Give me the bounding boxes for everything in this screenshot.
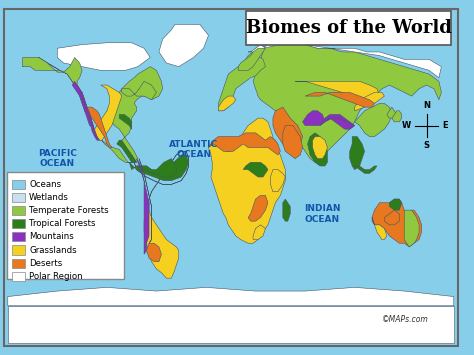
Polygon shape [273,107,302,151]
Polygon shape [57,43,150,70]
FancyBboxPatch shape [246,11,451,45]
Polygon shape [248,45,265,52]
Polygon shape [271,170,285,192]
Polygon shape [219,96,236,111]
Text: Grasslands: Grasslands [29,246,77,255]
Text: INDIAN
OCEAN: INDIAN OCEAN [304,204,341,224]
Polygon shape [72,81,92,126]
Polygon shape [253,45,441,162]
Polygon shape [355,92,384,111]
Polygon shape [117,140,137,162]
Polygon shape [23,58,163,162]
Bar [12,245,25,255]
Polygon shape [355,103,392,137]
Polygon shape [263,45,441,78]
Text: S: S [424,141,429,150]
Polygon shape [355,166,377,173]
Text: Temperate Forests: Temperate Forests [29,206,109,215]
Bar [12,232,25,241]
Text: ATLANTIC
OCEAN: ATLANTIC OCEAN [169,140,218,159]
Polygon shape [283,199,290,221]
Text: Biomes of the World: Biomes of the World [246,19,452,37]
Polygon shape [137,159,149,254]
Polygon shape [84,107,112,148]
Bar [12,219,25,228]
Polygon shape [238,45,265,70]
Polygon shape [305,92,374,107]
Polygon shape [295,81,380,103]
Polygon shape [302,111,325,126]
Polygon shape [384,210,399,225]
Polygon shape [392,111,402,122]
Bar [12,258,25,268]
Polygon shape [119,114,132,129]
Polygon shape [209,118,285,243]
Text: N: N [423,101,430,110]
Polygon shape [312,137,328,159]
Polygon shape [129,155,189,181]
Polygon shape [253,225,265,240]
Polygon shape [372,218,387,240]
Polygon shape [219,52,265,111]
Polygon shape [132,151,189,278]
Polygon shape [404,210,419,247]
Polygon shape [8,288,454,306]
Polygon shape [308,133,328,166]
Polygon shape [137,159,176,177]
Text: E: E [442,121,448,130]
Polygon shape [372,199,421,247]
Polygon shape [146,243,162,262]
Polygon shape [325,118,355,129]
Bar [12,206,25,215]
Polygon shape [387,107,397,118]
Text: PACIFIC
OCEAN: PACIFIC OCEAN [38,149,77,168]
Polygon shape [243,162,268,177]
Polygon shape [122,81,156,100]
FancyBboxPatch shape [7,172,124,279]
Text: Wetlands: Wetlands [29,193,69,202]
Text: Oceans: Oceans [29,180,61,189]
Text: Tropical Forests: Tropical Forests [29,219,96,228]
Polygon shape [209,133,280,155]
Text: Polar Region: Polar Region [29,272,83,281]
Text: Mountains: Mountains [29,233,74,241]
Polygon shape [139,159,152,243]
Bar [12,180,25,189]
Text: ©MAPs.com: ©MAPs.com [382,315,429,324]
Polygon shape [159,24,209,67]
Polygon shape [76,85,100,140]
Polygon shape [8,306,454,343]
Polygon shape [23,58,82,89]
Polygon shape [389,199,402,210]
FancyBboxPatch shape [4,9,458,346]
Polygon shape [320,114,355,129]
Polygon shape [94,85,122,140]
Polygon shape [283,126,302,159]
Polygon shape [248,195,268,221]
Bar [12,272,25,281]
Bar [12,193,25,202]
Text: Deserts: Deserts [29,259,63,268]
Polygon shape [350,137,365,170]
Text: W: W [401,121,411,130]
